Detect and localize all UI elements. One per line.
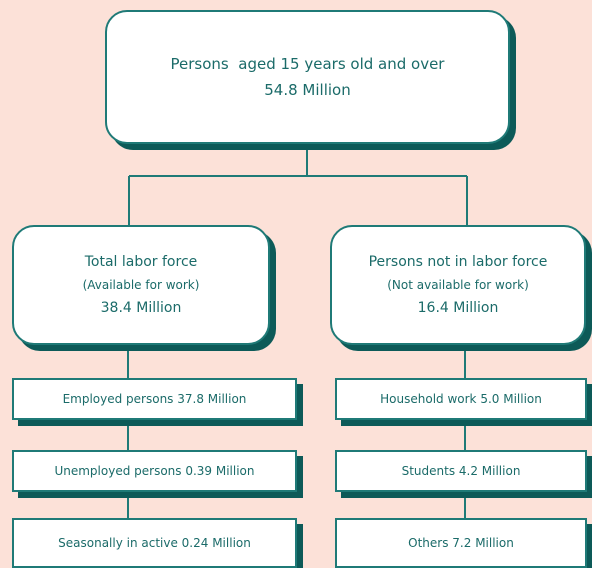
branch-node: Total labor force (Available for work) 3… (12, 225, 270, 345)
item-node: Household work 5.0 Million (335, 378, 587, 420)
item-node: Others 7.2 Million (335, 518, 587, 568)
node-label: Persons aged 15 years old and over (170, 55, 445, 73)
item-label: Students 4.2 Million (401, 464, 521, 478)
item-label: Household work 5.0 Million (380, 392, 542, 406)
node-value: 38.4 Million (100, 300, 182, 316)
item-node: Unemployed persons 0.39 Million (12, 450, 297, 492)
node-value: 16.4 Million (417, 300, 499, 316)
item-label: Seasonally in active 0.24 Million (58, 536, 251, 550)
item-label: Unemployed persons 0.39 Million (54, 464, 255, 478)
top-node: Persons aged 15 years old and over 54.8 … (105, 10, 510, 144)
node-title: Persons not in labor force (368, 254, 548, 270)
branch-node: Persons not in labor force (Not availabl… (330, 225, 586, 345)
node-title: Total labor force (84, 254, 198, 270)
item-node: Students 4.2 Million (335, 450, 587, 492)
item-node: Seasonally in active 0.24 Million (12, 518, 297, 568)
node-subtitle: (Available for work) (82, 278, 200, 292)
item-node: Employed persons 37.8 Million (12, 378, 297, 420)
node-subtitle: (Not available for work) (387, 278, 529, 292)
node-value: 54.8 Million (264, 81, 351, 99)
item-label: Others 7.2 Million (408, 536, 514, 550)
item-label: Employed persons 37.8 Million (62, 392, 247, 406)
